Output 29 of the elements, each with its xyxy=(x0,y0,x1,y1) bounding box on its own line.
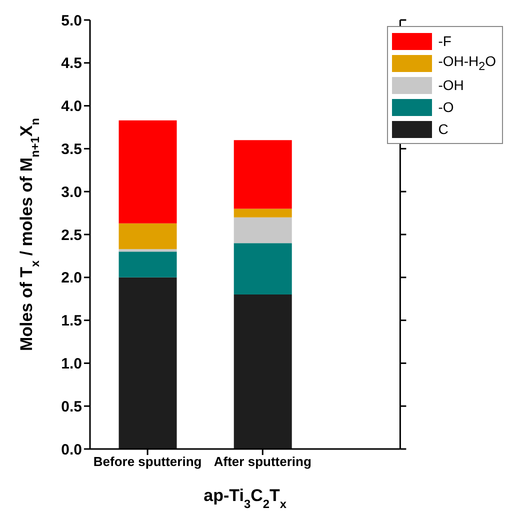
y-tick-label: 0.5 xyxy=(61,398,82,416)
y-tick-label: 3.5 xyxy=(61,141,82,158)
bar xyxy=(118,223,177,250)
y-tick-label: 2.5 xyxy=(61,226,82,244)
y-tick-label: 4.0 xyxy=(61,98,82,116)
y-tick-label: 1.5 xyxy=(61,312,82,330)
bar xyxy=(118,249,177,252)
y-tick-label: 1.0 xyxy=(61,356,82,373)
y-tick-label: 3.0 xyxy=(61,184,82,201)
legend-label: -OH xyxy=(438,77,464,93)
bar xyxy=(234,294,292,449)
legend-label: -O xyxy=(438,99,454,115)
x-tick-label: Before sputtering xyxy=(93,454,202,470)
bar xyxy=(118,252,177,278)
x-tick-label: After sputtering xyxy=(214,454,312,470)
y-tick-label: 2.0 xyxy=(61,270,82,287)
bar xyxy=(234,217,292,244)
legend-label: C xyxy=(438,121,448,137)
bar xyxy=(234,243,292,295)
bar xyxy=(118,277,177,449)
y-tick-label: 0.0 xyxy=(61,441,82,458)
legend-label: -OH-H$_{2}$O xyxy=(438,53,496,73)
bar xyxy=(234,208,292,218)
bar xyxy=(118,120,177,224)
y-tick-label: 5.0 xyxy=(61,12,82,30)
bar xyxy=(234,140,292,209)
x-axis-title: ap-Ti$_{3}$C$_{2}$T$_{x}$ xyxy=(204,486,287,511)
y-tick-label: 4.5 xyxy=(61,55,82,72)
legend-label: -F xyxy=(438,33,452,49)
